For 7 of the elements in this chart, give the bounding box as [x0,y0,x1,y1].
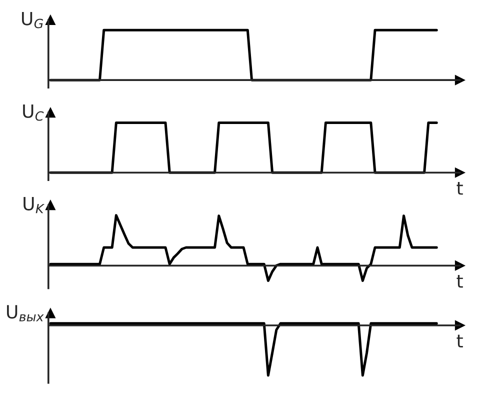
y-axis-title: U$_{C}$ [23,104,44,121]
x-axis-title: t [456,274,463,288]
x-axis-title: t [456,334,463,348]
y-axis-title: U$_{вых}$ [7,305,44,322]
y-axis-title: U$_{G}$ [22,12,44,28]
x-axis-title: t [456,182,463,195]
y-axis-title: U$_{K}$ [24,197,45,214]
